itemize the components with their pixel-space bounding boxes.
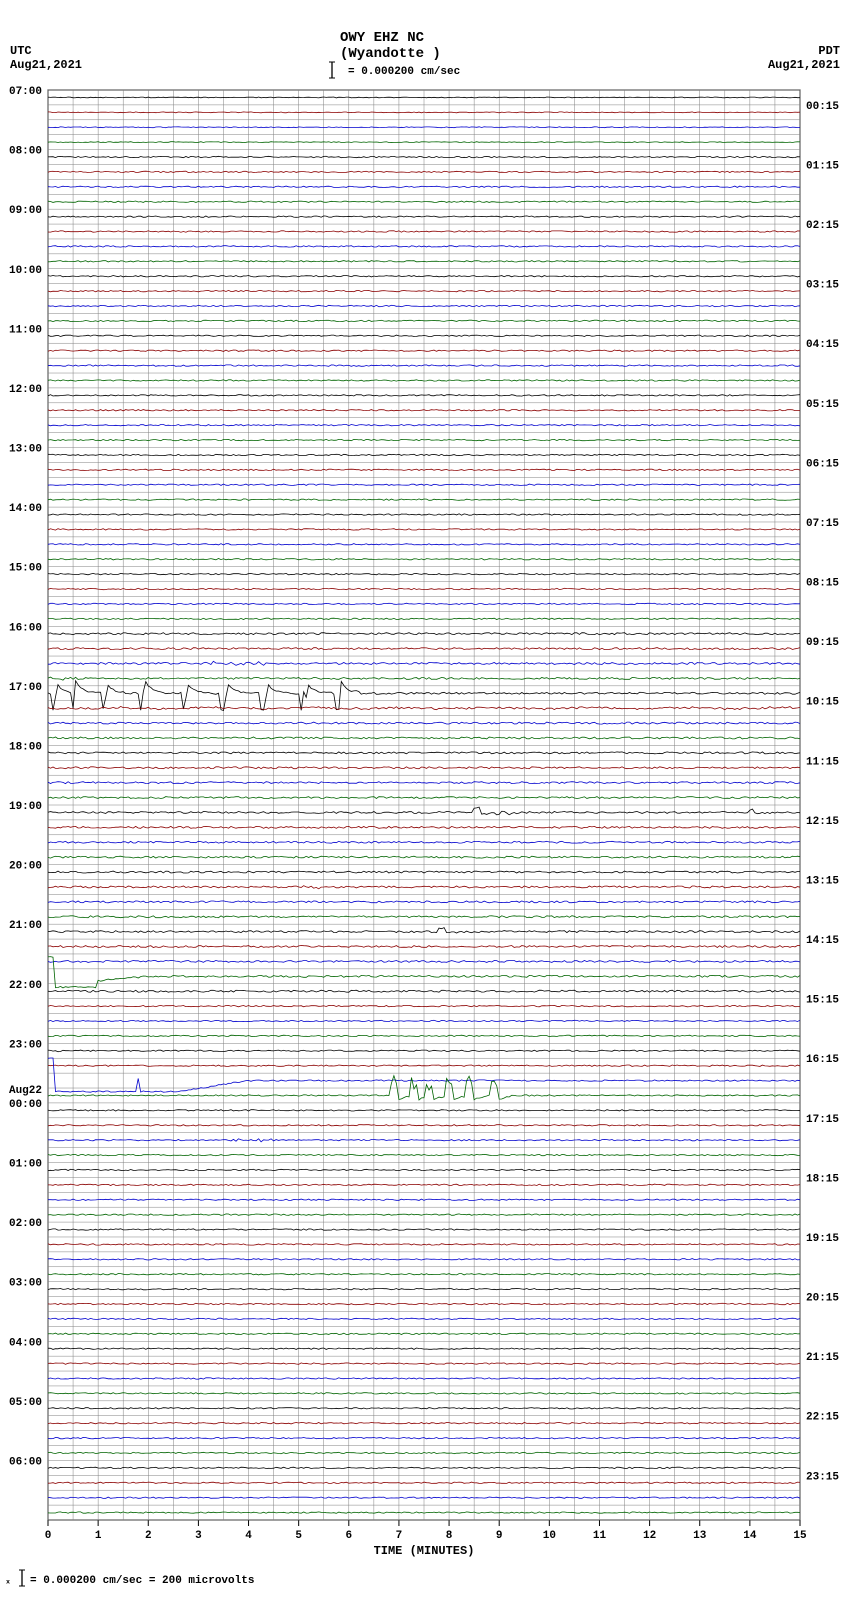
svg-text:6: 6	[345, 1530, 352, 1542]
svg-text:15:15: 15:15	[806, 995, 839, 1007]
svg-text:8: 8	[446, 1530, 453, 1542]
svg-text:05:15: 05:15	[806, 399, 839, 411]
svg-text:10: 10	[543, 1530, 556, 1542]
svg-text:15: 15	[793, 1530, 807, 1542]
svg-text:21:00: 21:00	[9, 920, 42, 932]
svg-text:08:00: 08:00	[9, 146, 42, 158]
svg-text:22:15: 22:15	[806, 1412, 839, 1424]
svg-text:14: 14	[743, 1530, 757, 1542]
svg-text:02:15: 02:15	[806, 220, 839, 232]
svg-text:12:15: 12:15	[806, 816, 839, 828]
svg-text:17:00: 17:00	[9, 682, 42, 694]
svg-text:19:00: 19:00	[9, 801, 42, 813]
svg-text:21:15: 21:15	[806, 1352, 839, 1364]
svg-text:= 0.000200 cm/sec = 200 mic: = 0.000200 cm/sec = 200 microvolts	[30, 1575, 254, 1587]
svg-text:23:00: 23:00	[9, 1039, 42, 1051]
seismogram-svg: 012345678910111213141507:0008:0009:0010:…	[0, 0, 850, 1613]
svg-text:11:00: 11:00	[9, 324, 42, 336]
svg-text:4: 4	[245, 1530, 252, 1542]
svg-text:15:00: 15:00	[9, 563, 42, 575]
svg-text:07:00: 07:00	[9, 86, 42, 98]
svg-text:23:15: 23:15	[806, 1471, 839, 1483]
svg-text:01:15: 01:15	[806, 160, 839, 172]
svg-text:9: 9	[496, 1530, 503, 1542]
svg-text:13: 13	[693, 1530, 707, 1542]
svg-text:20:00: 20:00	[9, 861, 42, 873]
svg-text:20:15: 20:15	[806, 1293, 839, 1305]
svg-text:13:00: 13:00	[9, 444, 42, 456]
svg-text:ₓ: ₓ	[5, 1576, 11, 1587]
svg-text:02:00: 02:00	[9, 1218, 42, 1230]
svg-text:00:00: 00:00	[9, 1099, 42, 1111]
svg-text:Aug22: Aug22	[9, 1085, 42, 1097]
svg-text:10:15: 10:15	[806, 697, 839, 709]
svg-text:05:00: 05:00	[9, 1397, 42, 1409]
svg-text:TIME (MINUTES): TIME (MINUTES)	[374, 1544, 475, 1558]
svg-text:12: 12	[643, 1530, 656, 1542]
svg-text:04:15: 04:15	[806, 339, 839, 351]
seismogram-plot: OWY EHZ NC (Wyandotte ) UTC Aug21,2021 P…	[0, 0, 850, 1613]
svg-text:22:00: 22:00	[9, 980, 42, 992]
svg-text:08:15: 08:15	[806, 578, 839, 590]
svg-text:09:00: 09:00	[9, 205, 42, 217]
svg-text:1: 1	[95, 1530, 102, 1542]
svg-text:18:15: 18:15	[806, 1173, 839, 1185]
svg-text:03:15: 03:15	[806, 280, 839, 292]
svg-text:13:15: 13:15	[806, 875, 839, 887]
svg-text:03:00: 03:00	[9, 1278, 42, 1290]
svg-text:14:15: 14:15	[806, 935, 839, 947]
svg-text:14:00: 14:00	[9, 503, 42, 515]
svg-text:12:00: 12:00	[9, 384, 42, 396]
svg-text:17:15: 17:15	[806, 1114, 839, 1126]
svg-text:11:15: 11:15	[806, 756, 839, 768]
svg-text:11: 11	[593, 1530, 607, 1542]
svg-text:2: 2	[145, 1530, 152, 1542]
svg-text:00:15: 00:15	[806, 101, 839, 113]
svg-text:09:15: 09:15	[806, 637, 839, 649]
svg-text:16:15: 16:15	[806, 1054, 839, 1066]
svg-text:5: 5	[295, 1530, 302, 1542]
svg-text:06:15: 06:15	[806, 458, 839, 470]
svg-text:18:00: 18:00	[9, 741, 42, 753]
svg-text:19:15: 19:15	[806, 1233, 839, 1245]
svg-text:10:00: 10:00	[9, 265, 42, 277]
svg-text:07:15: 07:15	[806, 518, 839, 530]
svg-text:0: 0	[45, 1530, 52, 1542]
svg-text:3: 3	[195, 1530, 202, 1542]
svg-text:7: 7	[396, 1530, 403, 1542]
svg-text:16:00: 16:00	[9, 622, 42, 634]
svg-text:04:00: 04:00	[9, 1337, 42, 1349]
svg-text:06:00: 06:00	[9, 1456, 42, 1468]
svg-text:01:00: 01:00	[9, 1159, 42, 1171]
